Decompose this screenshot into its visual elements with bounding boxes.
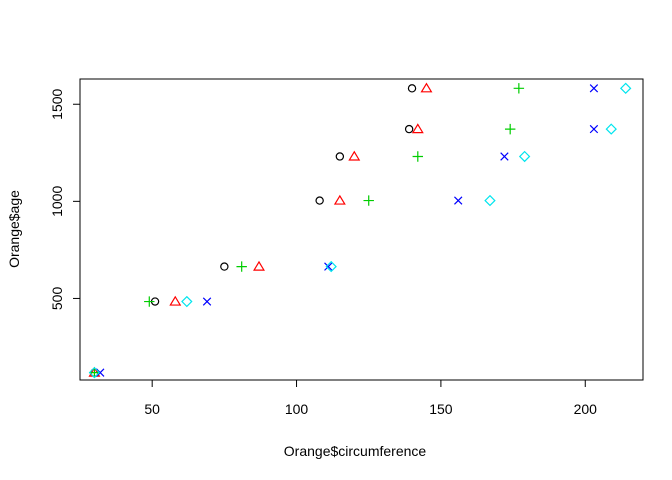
data-point-plus (236, 261, 247, 272)
data-point-plus (89, 367, 100, 378)
data-point-plus (144, 296, 155, 307)
data-point-cross (96, 368, 105, 377)
data-point-plus (363, 195, 374, 206)
data-point-triangle (169, 295, 182, 306)
data-point-diamond (605, 123, 617, 135)
data-point-plus (513, 83, 525, 94)
data-point-diamond (88, 366, 101, 379)
data-point-cross (324, 262, 333, 271)
plot-frame (79, 78, 644, 381)
x-axis-label: Orange$circumference (284, 443, 427, 459)
data-point-cross (454, 196, 463, 205)
data-point-plus (412, 151, 424, 162)
data-point-circle (407, 84, 417, 93)
x-axis: 50 100 150 200 (144, 379, 598, 417)
data-point-triangle (420, 82, 433, 93)
y-axis: 500 1000 1500 (49, 88, 81, 311)
series-4 (96, 84, 599, 377)
data-point-plus (504, 123, 516, 135)
x-tick-label: 50 (144, 401, 160, 417)
data-point-cross (589, 84, 599, 93)
data-point-diamond (325, 260, 337, 273)
series-1 (90, 84, 417, 377)
series-3 (89, 83, 525, 378)
data-point-triangle (253, 260, 265, 271)
x-tick-label: 150 (429, 401, 453, 417)
data-point-diamond (619, 82, 632, 95)
data-point-triangle (348, 150, 361, 161)
y-tick-label: 1500 (49, 88, 65, 119)
data-point-circle (335, 152, 345, 161)
data-point-circle (315, 196, 324, 205)
data-point-cross (589, 124, 599, 134)
series-2 (88, 82, 433, 377)
data-point-triangle (333, 194, 346, 205)
data-point-cross (202, 297, 212, 306)
x-tick-label: 200 (574, 401, 598, 417)
series-5 (88, 82, 632, 379)
data-points (88, 82, 632, 379)
data-point-diamond (518, 150, 531, 163)
data-point-triangle (411, 123, 424, 134)
data-point-diamond (484, 194, 496, 207)
data-point-circle (220, 262, 229, 271)
data-point-cross (500, 152, 509, 161)
y-tick-label: 1000 (49, 186, 65, 217)
data-point-diamond (181, 295, 193, 308)
y-axis-label: Orange$age (6, 190, 22, 268)
y-tick-label: 500 (49, 287, 65, 311)
data-point-circle (404, 124, 414, 134)
x-tick-label: 100 (285, 401, 309, 417)
